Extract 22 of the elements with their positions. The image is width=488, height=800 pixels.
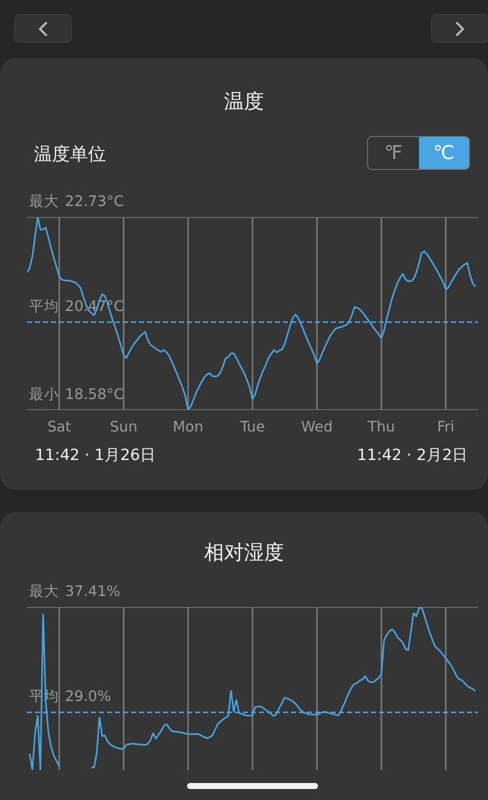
text: 11:42 · 2月2日 — [357, 446, 468, 464]
unit-toggle[interactable]: ℉ ℃ — [367, 136, 470, 170]
annotation: 平均 — [29, 298, 59, 315]
x-tick-label: Sat — [47, 420, 72, 436]
chart-title: 相对湿度 — [204, 540, 284, 564]
text: 温度单位 — [34, 144, 106, 165]
text: 最大 — [29, 583, 59, 600]
x-tick-label: Tue — [239, 420, 265, 436]
text: 最大 — [29, 193, 59, 210]
chart-title: 温度 — [224, 89, 264, 113]
y-tick-label: 29.0% — [65, 689, 112, 705]
forward-button[interactable] — [431, 14, 488, 43]
x-tick-label: Mon — [172, 420, 204, 436]
annotation: 最小 — [29, 386, 59, 403]
x-tick-label: Fri — [437, 420, 454, 436]
x-tick-label: Sun — [110, 420, 138, 436]
text: 11:42 · 1月26日 — [35, 446, 156, 464]
x-tick-label: Thu — [366, 420, 395, 436]
x-tick-label: Wed — [301, 420, 333, 436]
y-tick-label: 37.41% — [65, 584, 120, 600]
y-tick-label: 22.73°C — [65, 194, 124, 210]
back-button[interactable] — [14, 14, 72, 43]
